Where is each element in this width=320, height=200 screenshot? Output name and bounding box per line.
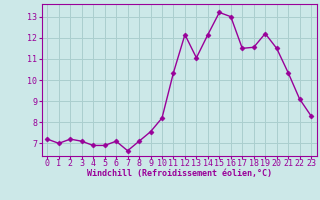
X-axis label: Windchill (Refroidissement éolien,°C): Windchill (Refroidissement éolien,°C) [87, 169, 272, 178]
